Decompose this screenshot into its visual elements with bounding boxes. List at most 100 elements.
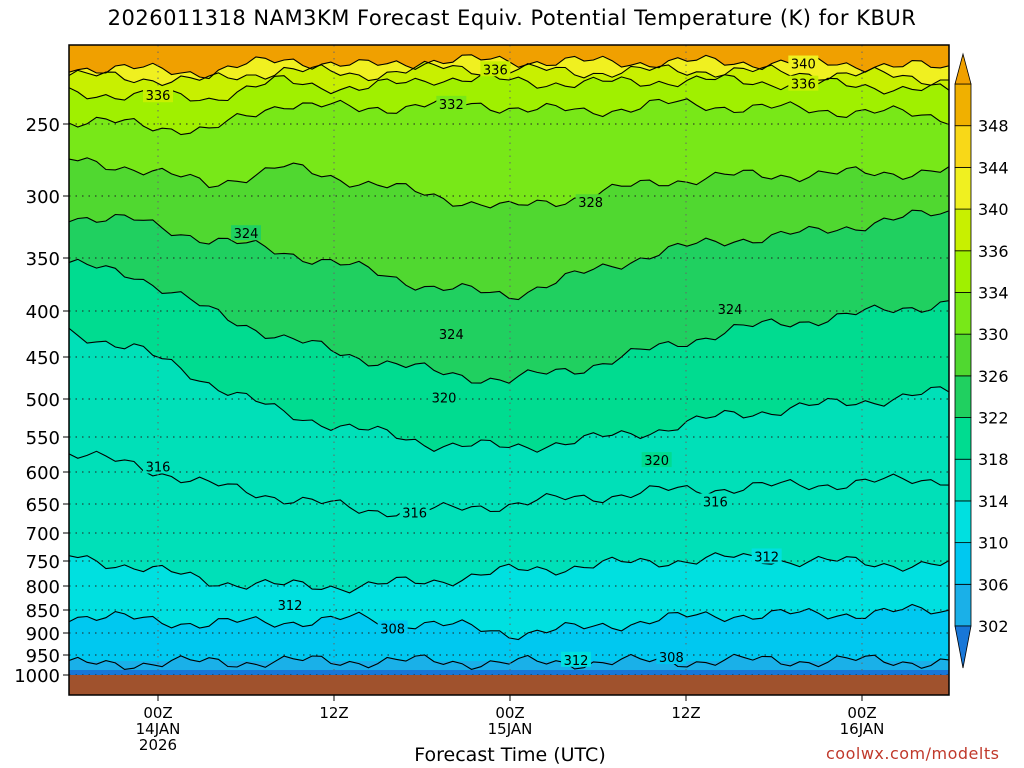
contour-line-304 [69, 653, 949, 670]
contour-line-328 [69, 157, 949, 209]
x-axis-label: Forecast Time (UTC) [414, 744, 606, 766]
colorbar-segment-336 [954, 208, 972, 252]
contour-label-316: 316 [703, 495, 728, 510]
x-tick-label: 16JAN [840, 720, 885, 738]
contour-label-bg [656, 649, 687, 664]
contour-label-336: 336 [146, 89, 171, 104]
chart-title: 2026011318 NAM3KM Forecast Equiv. Potent… [107, 6, 917, 30]
contour-label-308: 308 [659, 651, 684, 666]
colorbar-segment-344 [954, 125, 972, 168]
colorbar-label-336: 336 [978, 242, 1009, 261]
contour-label-bg [788, 55, 819, 71]
contour-line-320 [69, 258, 949, 384]
contour-label-324: 324 [439, 328, 464, 343]
colorbar-label-314: 314 [978, 492, 1009, 511]
contour-line-318 [69, 327, 949, 453]
y-tick-label-600: 600 [26, 463, 60, 484]
contour-label-312: 312 [278, 599, 303, 614]
contour-label-320: 320 [644, 454, 669, 469]
contour-label-bg [715, 300, 745, 316]
y-tick-label-500: 500 [26, 390, 60, 411]
colorbar-label-302: 302 [978, 617, 1009, 636]
contour-label-bg [700, 493, 731, 509]
colorbar-segment-326 [954, 333, 972, 377]
colorbar-segment-348 [954, 83, 972, 127]
y-tick-label-450: 450 [26, 348, 60, 369]
contour-label-bg [561, 651, 591, 667]
colorbar-segment-314 [954, 458, 972, 502]
contour-label-336: 336 [791, 78, 816, 93]
contour-label-316: 316 [402, 507, 427, 522]
y-tick-label-900: 900 [26, 624, 60, 645]
contour-label-320: 320 [432, 391, 457, 406]
contour-label-bg [143, 458, 173, 474]
contour-label-bg [429, 389, 459, 405]
x-tick-label: 15JAN [488, 720, 533, 738]
colorbar-label-334: 334 [978, 283, 1009, 302]
y-tick-label-350: 350 [26, 249, 60, 270]
contour-label-308: 308 [380, 622, 405, 637]
contour-label-340: 340 [791, 58, 816, 73]
colorbar-label-310: 310 [978, 534, 1009, 553]
y-tick-label-1000: 1000 [14, 666, 60, 687]
x-tick-label: 14JAN [136, 720, 181, 738]
y-tick-label-950: 950 [26, 646, 60, 667]
colorbar-segment-306 [954, 542, 972, 585]
colorbar-label-306: 306 [978, 575, 1009, 594]
ground-layer [69, 675, 949, 695]
colorbar-segment-340 [954, 166, 972, 210]
plot-frame [68, 44, 950, 696]
x-tick-label: 12Z [671, 704, 700, 722]
colorbar-segment-334 [954, 250, 972, 293]
contour-line-312 [69, 552, 949, 594]
contour-label-bg [480, 61, 511, 77]
contour-label-bg [436, 95, 467, 111]
contour-label-336: 336 [483, 63, 508, 78]
y-tick-label-250: 250 [26, 115, 60, 136]
colorbar-label-322: 322 [978, 409, 1009, 428]
contour-label-bg [436, 326, 467, 341]
contour-label-324: 324 [234, 227, 259, 242]
credit-text: coolwx.com/modelts [826, 744, 1000, 763]
contour-line-324 [69, 209, 949, 301]
x-tick-label: 00Z [847, 704, 876, 722]
contour-label-312: 312 [754, 551, 779, 566]
colorbar-label-344: 344 [978, 158, 1009, 177]
y-tick-label-750: 750 [26, 552, 60, 573]
y-tick-label-300: 300 [26, 187, 60, 208]
contour-label-bg [575, 194, 606, 210]
x-tick-label: 00Z [495, 704, 524, 722]
contour-label-bg [751, 548, 782, 564]
contour-line-332 [69, 96, 949, 136]
contour-label-bg [143, 87, 173, 103]
contour-label-324: 324 [718, 303, 743, 318]
contour-label-bg [641, 452, 672, 468]
contour-label-bg [231, 225, 261, 241]
contour-label-328: 328 [578, 196, 603, 211]
contour-label-bg [399, 504, 430, 520]
surface-coldest-layer [69, 670, 949, 675]
contour-label-312: 312 [564, 654, 589, 669]
colorbar-segment-318 [954, 417, 972, 460]
x-tick-label: 2026 [139, 736, 177, 754]
colorbar-under-arrow [954, 625, 972, 669]
colorbar-segment-330 [954, 292, 972, 335]
contour-label-bg [377, 620, 408, 636]
colorbar-label-348: 348 [978, 117, 1009, 136]
y-tick-label-700: 700 [26, 524, 60, 545]
colorbar-label-326: 326 [978, 367, 1009, 386]
contour-label-bg [275, 597, 305, 613]
y-tick-label-850: 850 [26, 601, 60, 622]
contour-line-316 [69, 450, 949, 518]
colorbar-label-318: 318 [978, 450, 1009, 469]
x-tick-label: 12Z [319, 704, 348, 722]
colorbar-segment-322 [954, 375, 972, 418]
y-tick-label-550: 550 [26, 428, 60, 449]
colorbar-label-330: 330 [978, 325, 1009, 344]
colorbar-over-arrow [954, 52, 972, 85]
x-tick-label: 00Z [143, 704, 172, 722]
y-tick-label-400: 400 [26, 302, 60, 323]
contour-label-bg [788, 75, 819, 91]
colorbar-label-340: 340 [978, 200, 1009, 219]
